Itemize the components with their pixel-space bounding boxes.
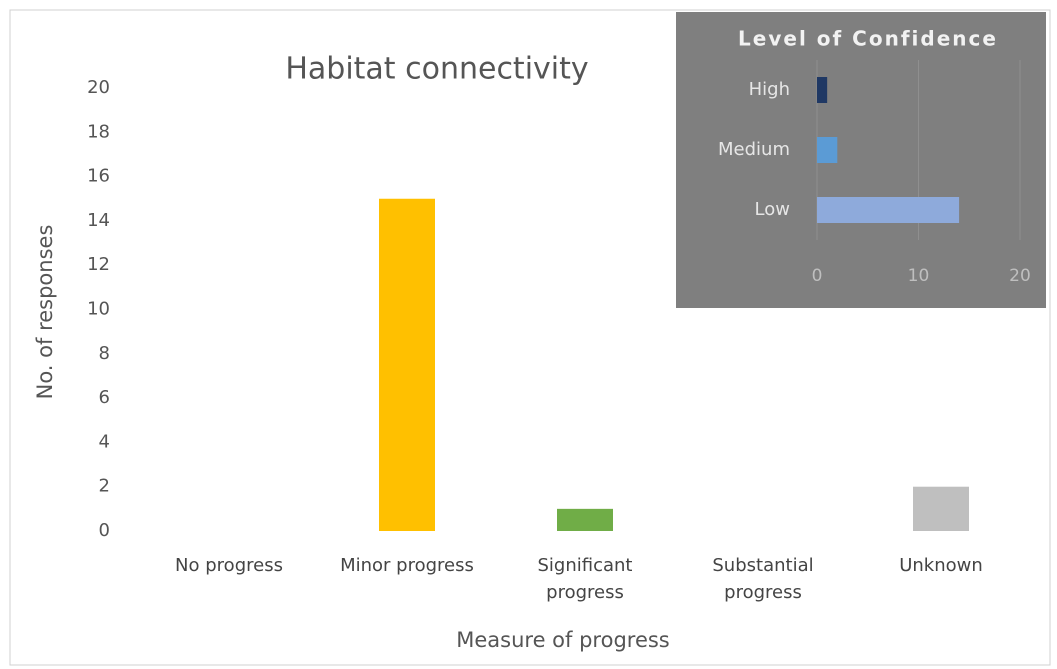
bar <box>913 486 969 531</box>
x-tick-label: Substantial progress <box>712 555 814 603</box>
y-tick-label: 0 <box>99 520 110 541</box>
y-tick-label: 20 <box>87 77 110 98</box>
bar <box>817 197 960 223</box>
inset-background <box>676 12 1046 308</box>
x-tick-label: 20 <box>1009 266 1031 286</box>
chart-title: Habitat connectivity <box>285 52 588 87</box>
bar <box>817 77 828 103</box>
x-axis-label: Measure of progress <box>456 628 670 652</box>
x-tick-label: No progress <box>175 555 283 576</box>
y-tick-label: High <box>749 79 790 100</box>
y-tick-label: 4 <box>99 431 110 452</box>
x-tick-label: Significant progress <box>537 555 633 603</box>
y-tick-label: 12 <box>87 254 110 275</box>
inset-title: Level of Confidence <box>738 27 998 51</box>
y-tick-label: 10 <box>87 299 110 320</box>
y-tick-label: 2 <box>99 476 110 497</box>
bar <box>817 137 838 163</box>
y-tick-label: 8 <box>99 343 110 364</box>
y-tick-label: 16 <box>87 166 110 187</box>
bar <box>379 198 435 531</box>
x-tick-label: 10 <box>908 266 930 286</box>
y-tick-label: Low <box>755 199 790 220</box>
y-tick-label: Medium <box>718 139 790 160</box>
x-tick-label: 0 <box>812 266 823 286</box>
x-tick-label: Unknown <box>899 555 983 576</box>
y-tick-label: 14 <box>87 210 110 231</box>
y-tick-label: 6 <box>99 387 110 408</box>
x-tick-label: Minor progress <box>340 555 474 576</box>
bar <box>557 508 613 531</box>
y-axis-label: No. of responses <box>33 225 57 400</box>
y-tick-label: 18 <box>87 121 110 142</box>
